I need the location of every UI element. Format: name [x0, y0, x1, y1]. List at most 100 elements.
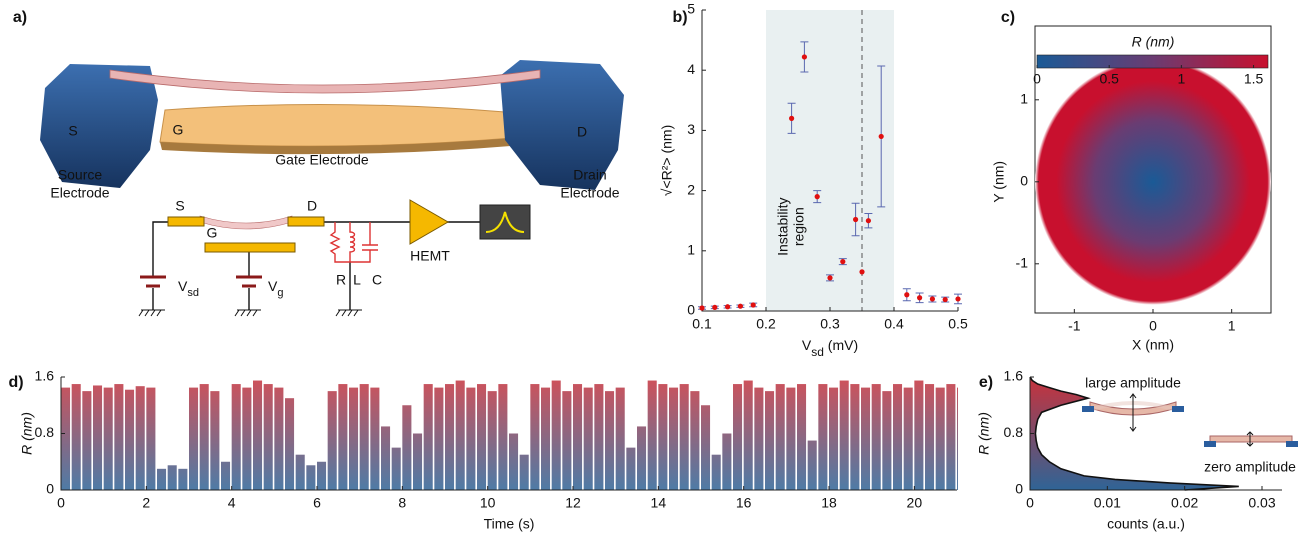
colorbar-title: R (nm) [1132, 34, 1175, 50]
x-axis-label-part: sd [811, 345, 824, 359]
drain-block [500, 60, 624, 190]
battery [140, 275, 166, 288]
data-point [801, 54, 808, 60]
y-tick-label: -1 [1016, 255, 1029, 271]
trace-segment [199, 384, 209, 490]
trace-segment [807, 440, 817, 490]
trace-segment [455, 380, 465, 490]
trace-segment [775, 384, 785, 490]
y-axis-label: Y (nm) [991, 161, 1007, 203]
y-axis-label: R (nm) [19, 412, 35, 455]
gate-plate [204, 242, 296, 253]
trace-segment [295, 454, 305, 490]
trace-segment [519, 454, 529, 490]
data-point [853, 216, 859, 223]
circuit-label-part: V [178, 278, 188, 294]
panel-label: c) [1001, 9, 1015, 26]
data-point [859, 269, 865, 275]
panel-label: b) [672, 9, 687, 26]
y-tick-label: 0 [687, 302, 695, 318]
trace-segment [263, 384, 273, 490]
trace-segment [669, 387, 679, 490]
circuit-label: L [353, 272, 361, 288]
data-point [737, 303, 744, 309]
trace-segment [114, 384, 124, 490]
y-tick-label: 0 [46, 481, 54, 497]
trace-segment [797, 384, 807, 490]
x-tick-label: 2 [142, 495, 150, 511]
annotation: region [791, 207, 807, 246]
nanotube [109, 69, 541, 94]
y-tick-label: 5 [687, 1, 695, 17]
x-axis-label: Time (s) [484, 516, 535, 532]
x-tick-label: 0.3 [820, 316, 840, 332]
trace-segment [551, 380, 561, 490]
trace-segment [178, 468, 188, 490]
pad-icon [1204, 441, 1216, 447]
trace-segment [242, 387, 252, 490]
trace-segment [605, 391, 615, 490]
trace-segment [573, 384, 583, 490]
circuit-label-part: g [277, 287, 283, 299]
y-tick-label: 2 [687, 181, 695, 197]
trace-segment [498, 384, 508, 490]
x-tick-label: 4 [228, 495, 236, 511]
circuit-label: D [307, 198, 317, 214]
x-tick-label: 10 [480, 495, 496, 511]
trace-segment [157, 468, 167, 490]
trace-segment [359, 384, 369, 490]
drain-letter: D [577, 124, 587, 140]
data-point [904, 292, 910, 298]
trace-segment [861, 387, 871, 490]
y-tick-label: 1.6 [1004, 368, 1024, 384]
trace-segment [658, 384, 668, 490]
trace-segment [253, 380, 263, 490]
x-tick-label: 0.03 [1248, 495, 1275, 511]
trace-segment [306, 465, 316, 490]
x-tick-label: 16 [736, 495, 752, 511]
data-point [942, 296, 948, 303]
circuit-label-part: sd [187, 287, 199, 299]
x-tick-label: 0 [1149, 318, 1157, 334]
circuit-label: R [336, 272, 346, 288]
trace-segment [647, 380, 657, 490]
trace-segment [146, 387, 156, 490]
trace-segment [637, 426, 647, 490]
source-pad [167, 216, 205, 227]
data-point [917, 295, 923, 301]
y-tick-label: 1 [1020, 91, 1028, 107]
trace-segment [103, 387, 113, 490]
trace-segment [231, 384, 241, 490]
trace-segment [914, 380, 924, 490]
x-tick-label: 6 [313, 495, 321, 511]
battery [236, 275, 262, 288]
data-point [789, 115, 795, 121]
trace-segment [477, 384, 487, 490]
trace-segment [434, 387, 444, 490]
data-point [929, 296, 936, 302]
circuit-label: Vg [268, 278, 283, 299]
y-axis-label: R (nm) [976, 412, 992, 455]
amplifier [409, 199, 449, 245]
trace-segment [541, 387, 551, 490]
data-point [712, 304, 718, 310]
trace-segment [754, 387, 764, 490]
source-block [40, 64, 158, 188]
wire [152, 221, 168, 276]
trace-segment [125, 389, 135, 490]
trace-segment [711, 454, 721, 490]
drain-caption: Drain [573, 167, 606, 183]
y-tick-label: 3 [687, 121, 695, 137]
trace-segment [402, 405, 412, 490]
drain-pad [287, 216, 325, 227]
trace-segment [338, 384, 348, 490]
data-point [878, 133, 884, 140]
wire [152, 221, 480, 310]
gate-electrode [159, 103, 513, 147]
trace-segment [562, 391, 572, 490]
annotation: Instability [775, 198, 791, 256]
circuit-label: G [207, 225, 218, 241]
data-point [955, 296, 961, 302]
drain-caption: Electrode [560, 185, 619, 201]
spectrum-peak [485, 211, 525, 233]
